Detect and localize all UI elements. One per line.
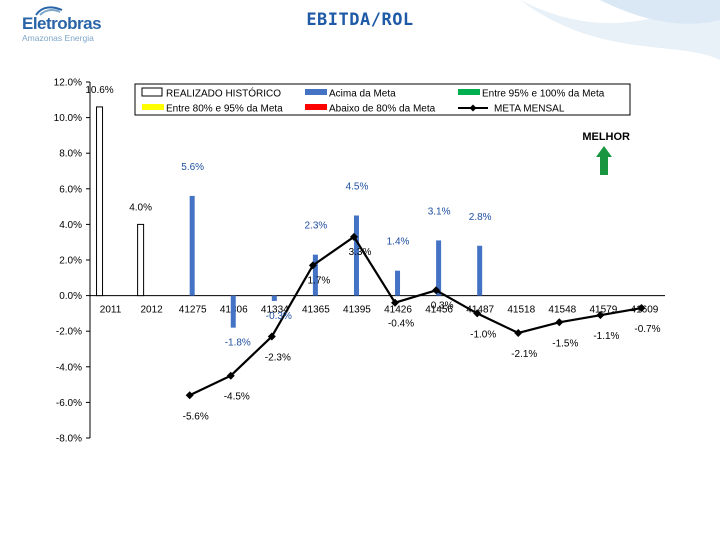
data-label-acima-meta: 1.4% [387,237,410,248]
y-tick-label: -6.0% [56,398,82,409]
x-tick-label: 41487 [466,305,494,316]
y-tick-label: -8.0% [56,434,82,445]
meta-mensal-point [637,304,646,313]
legend-label: META MENSAL [494,104,565,115]
data-label-acima-meta: 2.3% [304,221,327,232]
y-tick-label: 10.0% [54,113,82,124]
page-title: EBITDA/ROL [306,10,414,30]
y-tick-label: 8.0% [59,149,82,160]
legend-swatch [305,89,327,95]
legend-label: Entre 80% e 95% da Meta [166,104,283,115]
data-label-meta-mensal: -4.5% [224,392,250,403]
meta-mensal-point [473,309,482,318]
legend-box [134,83,631,116]
data-label-meta-mensal: -0.7% [634,324,660,335]
y-tick-label: 0.0% [59,291,82,302]
x-tick-label: 41609 [631,305,659,316]
legend-label: Abaixo de 80% da Meta [329,104,436,115]
data-label-acima-meta: 2.8% [469,212,492,223]
meta-mensal-point [596,311,605,320]
bar-acima-da-meta [230,295,236,328]
x-tick-label: 2012 [140,305,163,316]
meta-mensal-point [308,261,317,270]
data-label-acima-meta: -0.3% [266,311,292,322]
data-label-meta-mensal: 3.3% [349,247,372,258]
bar-realizado-historico [137,223,145,297]
melhor-label: MELHOR [582,131,630,143]
data-label-historico: 4.0% [129,202,152,213]
bar-acima-da-meta [477,245,483,296]
bar-acima-da-meta [395,270,401,296]
legend-swatch [141,87,163,97]
data-label-acima-meta: -1.8% [225,338,251,349]
x-tick-label: 41548 [548,305,576,316]
data-label-meta-mensal: -0.4% [388,319,414,330]
y-tick-label: 4.0% [59,220,82,231]
data-label-acima-meta: 4.5% [346,182,369,193]
data-label-historico: 10.6% [85,85,113,96]
meta-mensal-point [267,332,276,341]
x-tick-label: 41456 [425,305,453,316]
data-label-acima-meta: 5.6% [181,162,204,173]
logo-subtitle: Amazonas Energia [22,33,94,43]
y-tick-label: 6.0% [59,184,82,195]
meta-mensal-point [432,286,441,295]
y-tick-label: -4.0% [56,362,82,373]
bar-acima-da-meta [189,195,195,296]
x-tick-label: 41365 [302,305,330,316]
bar-acima-da-meta [312,254,318,296]
meta-mensal-point [349,232,358,241]
legend-label: Entre 95% e 100% da Meta [482,89,605,100]
y-tick-label: 12.0% [54,78,82,89]
data-label-meta-mensal: -2.3% [265,353,291,364]
x-tick-label: 41395 [343,305,371,316]
data-label-meta-mensal: 0.3% [431,300,454,311]
data-label-meta-mensal: -1.5% [552,338,578,349]
meta-mensal-point [226,371,235,380]
logo-flame-icon [35,6,63,16]
bar-acima-da-meta [353,215,359,296]
data-label-meta-mensal: -2.1% [511,349,537,360]
meta-mensal-point [555,318,564,327]
legend-swatch [458,89,480,95]
data-label-meta-mensal: 1.7% [307,275,330,286]
bar-acima-da-meta [271,295,277,301]
bar-realizado-historico [96,106,104,297]
data-label-meta-mensal: -5.6% [183,411,209,422]
legend-swatch [305,104,327,110]
x-tick-label: 41579 [589,305,617,316]
x-tick-label: 2011 [100,305,122,316]
meta-mensal-point [391,298,400,307]
x-tick-label: 41518 [507,305,535,316]
meta-mensal-point [514,328,523,337]
meta-mensal-line [189,235,642,397]
x-tick-label: 41275 [179,305,207,316]
data-label-meta-mensal: -1.0% [470,329,496,340]
data-label-acima-meta: 3.1% [428,206,451,217]
up-arrow-icon [596,146,612,175]
x-tick-label: 41334 [261,305,289,316]
legend-swatch [142,104,164,110]
y-tick-label: 2.0% [59,256,82,267]
y-tick-label: -2.0% [56,327,82,338]
logo-wordmark: Eletrobras [22,14,102,33]
meta-mensal-point [185,391,194,400]
legend-label: REALIZADO HISTÓRICO [166,87,281,100]
x-tick-label: 41426 [384,305,412,316]
data-label-meta-mensal: -1.1% [593,331,619,342]
legend-line-marker [469,104,477,112]
eletrobras-logo: Eletrobras Amazonas Energia [10,6,105,52]
legend-label: Acima da Meta [329,89,396,100]
bar-acima-da-meta [436,240,442,296]
